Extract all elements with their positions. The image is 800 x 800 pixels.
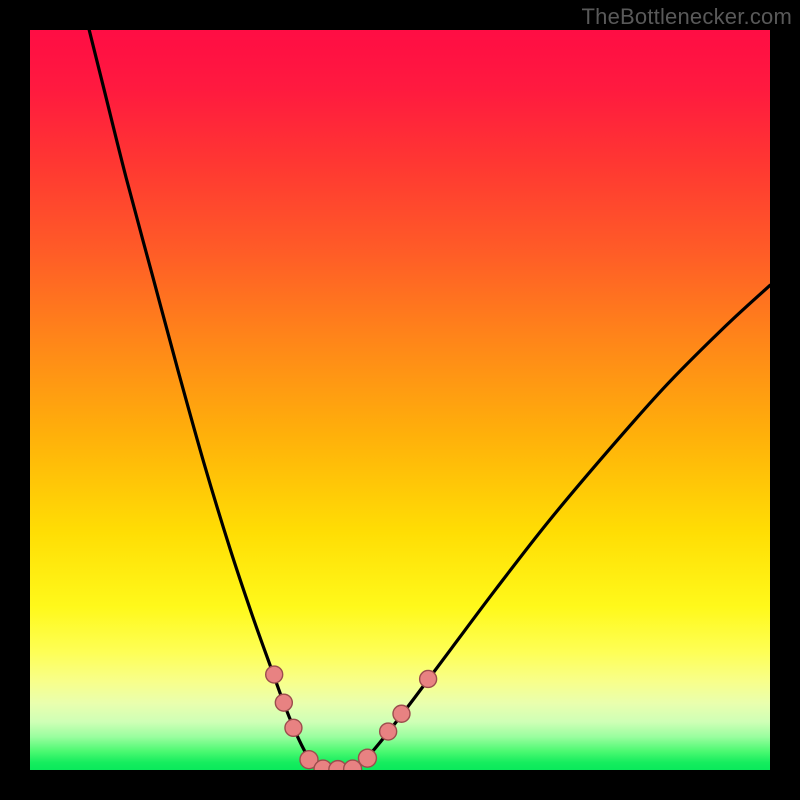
gradient-background bbox=[30, 30, 770, 770]
bead-marker bbox=[380, 723, 397, 740]
bead-marker bbox=[420, 670, 437, 687]
watermark-text: TheBottlenecker.com bbox=[582, 4, 792, 30]
chart-container: TheBottlenecker.com bbox=[0, 0, 800, 800]
bead-marker bbox=[393, 705, 410, 722]
bead-marker bbox=[266, 666, 283, 683]
bottleneck-v-curve-chart bbox=[0, 0, 800, 800]
bead-marker bbox=[358, 749, 376, 767]
bead-marker bbox=[285, 719, 302, 736]
bead-marker bbox=[275, 694, 292, 711]
